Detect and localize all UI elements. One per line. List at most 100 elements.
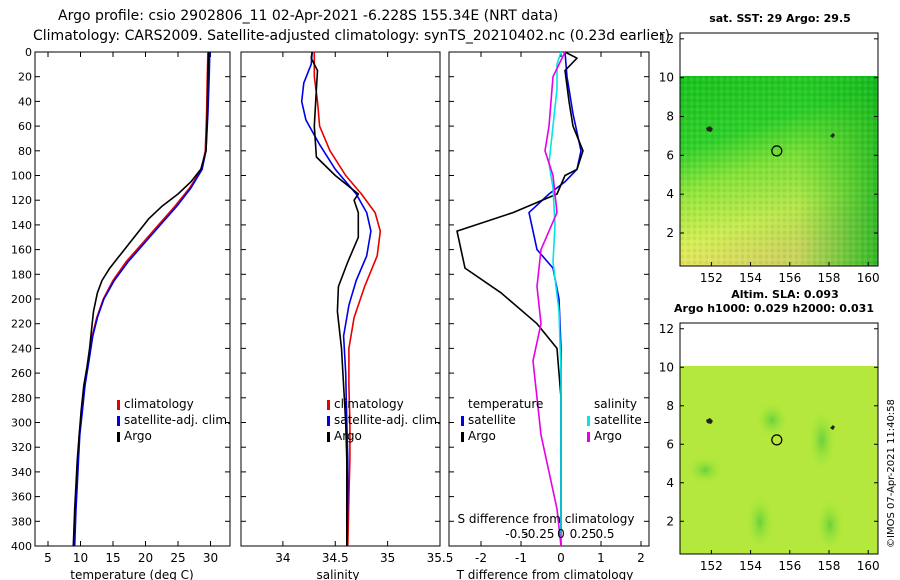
map-y-tick-label: 6: [666, 148, 674, 162]
depth-axis: 0 20 40 60 80 100 120 140 160 180 200 220 240 260 280 3…: [11, 46, 230, 553]
series-line-argo: [72, 51, 210, 547]
y-tick-label: 60: [18, 120, 32, 133]
difference-y-ticks: [449, 51, 649, 547]
legend-label-satellite: satellite-adj. clim.: [124, 413, 231, 427]
series-line-s-argo: [532, 51, 566, 547]
sla-axis-ticks: 152 154 156 158 160 2 4 6 8 10 12: [659, 322, 880, 573]
legend-swatch-s-satellite: [587, 416, 590, 426]
x-tick-label: 35: [380, 551, 395, 565]
secondary-tick-label: -0.5: [505, 527, 528, 541]
map-x-tick-label: 160: [857, 271, 880, 285]
y-tick-label: 260: [11, 367, 32, 380]
legend-label-t-satellite: satellite: [468, 413, 516, 427]
legend-label-s-argo: Argo: [594, 429, 622, 443]
sla-feature: [746, 494, 774, 550]
x-tick-label: 2: [637, 551, 645, 565]
x-tick-label: 5: [44, 551, 52, 565]
difference-secondary-ticks: -0.5-0.25 0 0.25 0.5: [505, 527, 614, 541]
y-tick-label: 220: [11, 318, 32, 331]
map-x-tick-label: 154: [739, 559, 762, 573]
sst-map-title: sat. SST: 29 Argo: 29.5: [709, 12, 851, 25]
sla-map-panel: Altim. SLA: 0.093 Argo h1000: 0.029 h200…: [659, 288, 880, 573]
y-tick-label: 40: [18, 95, 32, 108]
x-tick-label: 15: [105, 551, 120, 565]
island-marker: [830, 425, 835, 430]
salinity-y-ticks: [241, 51, 440, 547]
sla-feature: [808, 408, 836, 472]
salinity-legend: climatology satellite-adj. clim. Argo: [327, 397, 441, 443]
legend-label-satellite: satellite-adj. clim.: [334, 413, 441, 427]
y-tick-label: 80: [18, 145, 32, 158]
map-x-tick-label: 152: [700, 559, 723, 573]
sst-field-texture: [680, 76, 878, 266]
y-tick-label: 240: [11, 342, 32, 355]
difference-series: [456, 51, 584, 547]
argo-location-marker: [771, 434, 783, 446]
y-tick-label: 20: [18, 71, 32, 84]
sla-map-subtitle: Argo h1000: 0.029 h2000: 0.031: [674, 302, 874, 315]
map-x-tick-label: 158: [818, 271, 841, 285]
x-tick-label: 25: [170, 551, 185, 565]
x-tick-label: 20: [138, 551, 153, 565]
secondary-tick-label: -0.25: [523, 527, 554, 541]
map-x-tick-label: 156: [778, 271, 801, 285]
legend-swatch-argo: [117, 432, 120, 442]
legend-label-argo: Argo: [124, 429, 152, 443]
y-tick-label: 180: [11, 268, 32, 281]
legend-label-climatology: climatology: [124, 397, 194, 411]
x-tick-label: 10: [73, 551, 88, 565]
y-tick-label: 140: [11, 219, 32, 232]
series-line-s-satellite: [548, 51, 562, 546]
imos-credit: ©IMOS 07-Apr-2021 11:40:58: [886, 399, 897, 548]
legend-swatch-t-argo: [461, 432, 464, 442]
salinity-x-axis: 34 34.5 35 35.5: [275, 52, 453, 565]
sla-feature: [687, 456, 723, 484]
y-tick-label: 320: [11, 441, 32, 454]
header-line1: Argo profile: csio 2902806_11 02-Apr-202…: [58, 8, 558, 24]
legend-label-s-satellite: satellite: [594, 413, 642, 427]
legend-label-t-argo: Argo: [468, 429, 496, 443]
salinity-axes-frame: [240, 51, 441, 547]
island-marker: [830, 133, 835, 138]
map-x-tick-label: 152: [700, 271, 723, 285]
series-line-climatology: [313, 52, 382, 547]
sst-map-panel: sat. SST: 29 Argo: 29.5 152 154 156 158 160 2…: [659, 12, 880, 285]
x-tick-label: 1: [597, 551, 605, 565]
map-x-tick-label: 156: [778, 559, 801, 573]
map-y-tick-label: 12: [659, 322, 674, 336]
map-y-tick-label: 6: [666, 437, 674, 451]
legend-swatch-s-argo: [587, 432, 590, 442]
y-tick-label: 120: [11, 194, 32, 207]
series-line-argo: [310, 51, 360, 546]
legend-title-temperature: temperature: [468, 397, 543, 411]
temperature-panel: 0 20 40 60 80 100 120 140 160 180 200 220 240 260 280 3…: [11, 46, 231, 580]
argo-location-marker: [771, 145, 783, 157]
sst-axes-frame: [679, 32, 879, 267]
series-line-t-argo: [456, 51, 584, 546]
series-line-satellite-adj-clim-: [73, 51, 211, 547]
legend-swatch-satellite: [327, 416, 330, 426]
map-x-tick-label: 160: [857, 559, 880, 573]
x-tick-label: 34.5: [322, 551, 349, 565]
legend-label-argo: Argo: [334, 429, 362, 443]
difference-x-axis: -2 -1 0 1 2: [475, 52, 645, 565]
x-tick-label: 34: [275, 551, 290, 565]
y-tick-label: 200: [11, 293, 32, 306]
map-y-tick-label: 8: [666, 109, 674, 123]
map-y-tick-label: 10: [659, 71, 674, 85]
secondary-tick-label: 0.25: [570, 527, 597, 541]
header-line2: Climatology: CARS2009. Satellite-adjuste…: [33, 28, 670, 44]
salinity-panel: 34 34.5 35 35.5 salinity climatology satell…: [240, 51, 453, 580]
y-tick-label: 280: [11, 392, 32, 405]
island-marker: [706, 418, 713, 424]
sla-map-title: Altim. SLA: 0.093: [731, 288, 838, 301]
series-line-satellite-adj-clim-: [300, 51, 372, 547]
x-tick-label: -1: [515, 551, 527, 565]
sla-axes-frame: [679, 322, 879, 555]
secondary-tick-label: 0.5: [595, 527, 614, 541]
salinity-xlabel: salinity: [316, 568, 359, 580]
legend-swatch-argo: [327, 432, 330, 442]
legend-swatch-t-satellite: [461, 416, 464, 426]
temperature-series: [72, 51, 211, 547]
